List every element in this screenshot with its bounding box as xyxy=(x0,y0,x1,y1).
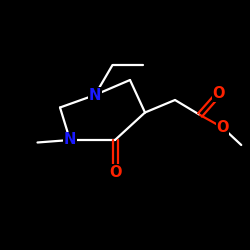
Text: O: O xyxy=(212,86,225,101)
Text: N: N xyxy=(89,88,101,102)
Text: N: N xyxy=(64,132,76,148)
Text: O: O xyxy=(109,165,121,180)
Text: O: O xyxy=(216,120,229,135)
